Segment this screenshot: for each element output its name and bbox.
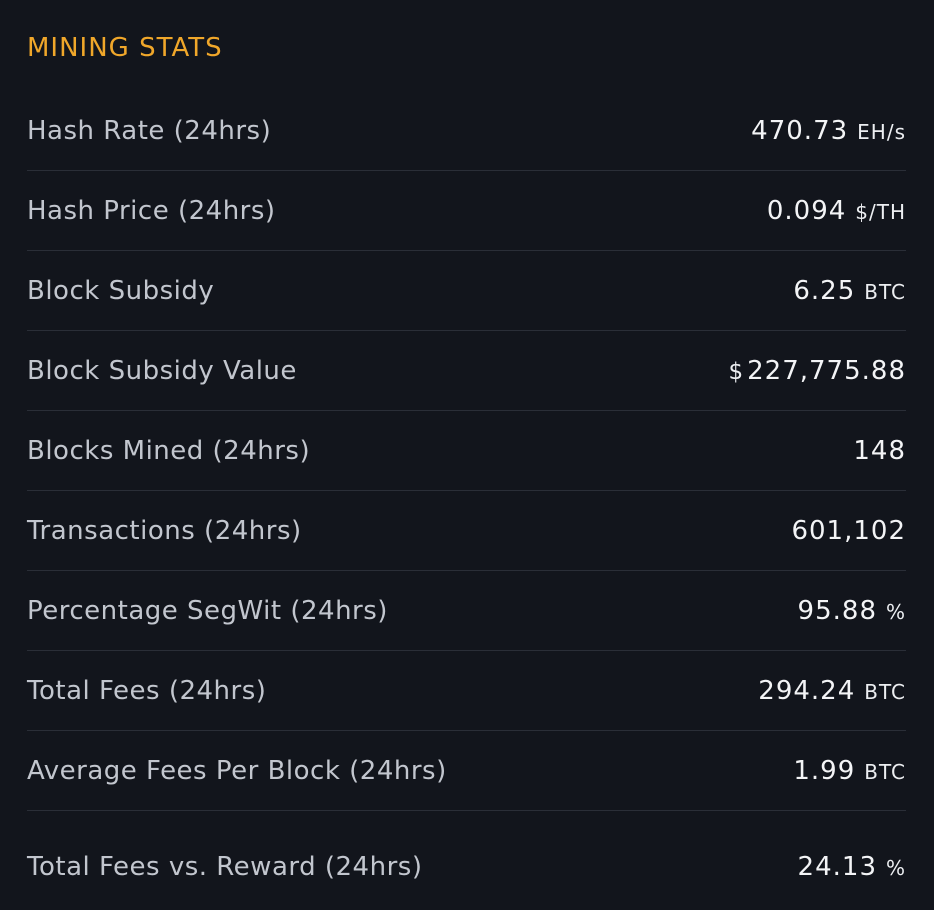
stat-row-average-fees-per-block: Average Fees Per Block (24hrs) 1.99 BTC bbox=[27, 731, 906, 811]
stat-value-group: 24.13 % bbox=[798, 852, 906, 882]
stats-list: Hash Rate (24hrs) 470.73 EH/s Hash Price… bbox=[27, 91, 906, 899]
stat-value: 148 bbox=[853, 435, 906, 466]
section-title: MINING STATS bbox=[27, 33, 223, 63]
stat-value: 0.094 bbox=[766, 195, 847, 226]
stat-unit: EH/s bbox=[857, 119, 906, 144]
stat-row-total-fees: Total Fees (24hrs) 294.24 BTC bbox=[27, 651, 906, 731]
stat-label: Total Fees (24hrs) bbox=[27, 675, 267, 706]
stat-label: Average Fees Per Block (24hrs) bbox=[27, 755, 447, 786]
stat-row-hash-rate: Hash Rate (24hrs) 470.73 EH/s bbox=[27, 91, 906, 171]
stat-value-group: $ 227,775.88 bbox=[728, 356, 906, 386]
stat-unit: BTC bbox=[864, 759, 906, 784]
stat-row-transactions: Transactions (24hrs) 601,102 bbox=[27, 491, 906, 571]
stat-value: 227,775.88 bbox=[747, 355, 906, 386]
stat-value-group: 294.24 BTC bbox=[758, 676, 906, 706]
stat-value: 601,102 bbox=[791, 515, 906, 546]
stat-label: Hash Price (24hrs) bbox=[27, 195, 276, 226]
stat-label: Block Subsidy Value bbox=[27, 355, 297, 386]
stat-value-group: 470.73 EH/s bbox=[751, 116, 906, 146]
stat-label: Transactions (24hrs) bbox=[27, 515, 302, 546]
stat-value-group: 601,102 bbox=[791, 516, 906, 546]
stat-unit: BTC bbox=[864, 679, 906, 704]
stat-row-total-fees-vs-reward: Total Fees vs. Reward (24hrs) 24.13 % bbox=[27, 811, 906, 899]
stat-value: 470.73 bbox=[751, 115, 849, 146]
stat-label: Blocks Mined (24hrs) bbox=[27, 435, 311, 466]
stat-label: Percentage SegWit (24hrs) bbox=[27, 595, 388, 626]
stat-label: Block Subsidy bbox=[27, 275, 215, 306]
stat-unit: % bbox=[885, 599, 906, 624]
stat-unit: BTC bbox=[864, 279, 906, 304]
stat-label: Total Fees vs. Reward (24hrs) bbox=[27, 852, 423, 882]
stat-value: 6.25 bbox=[793, 275, 856, 306]
stat-row-block-subsidy: Block Subsidy 6.25 BTC bbox=[27, 251, 906, 331]
stat-unit: $/TH bbox=[855, 199, 906, 224]
stat-row-block-subsidy-value: Block Subsidy Value $ 227,775.88 bbox=[27, 331, 906, 411]
stat-unit: % bbox=[885, 856, 906, 880]
stat-value: 24.13 bbox=[797, 852, 877, 882]
stat-value: 95.88 bbox=[797, 595, 877, 626]
stat-value-group: 0.094 $/TH bbox=[767, 196, 906, 226]
stat-value-group: 95.88 % bbox=[798, 596, 906, 626]
stat-value: 1.99 bbox=[793, 755, 856, 786]
stat-currency-prefix: $ bbox=[728, 358, 744, 385]
stat-value: 294.24 bbox=[758, 675, 856, 706]
stat-value-group: 6.25 BTC bbox=[793, 276, 906, 306]
stat-row-hash-price: Hash Price (24hrs) 0.094 $/TH bbox=[27, 171, 906, 251]
stat-row-blocks-mined: Blocks Mined (24hrs) 148 bbox=[27, 411, 906, 491]
stat-label: Hash Rate (24hrs) bbox=[27, 115, 272, 146]
stat-value-group: 148 bbox=[853, 436, 906, 466]
stat-row-percentage-segwit: Percentage SegWit (24hrs) 95.88 % bbox=[27, 571, 906, 651]
stat-value-group: 1.99 BTC bbox=[793, 756, 906, 786]
